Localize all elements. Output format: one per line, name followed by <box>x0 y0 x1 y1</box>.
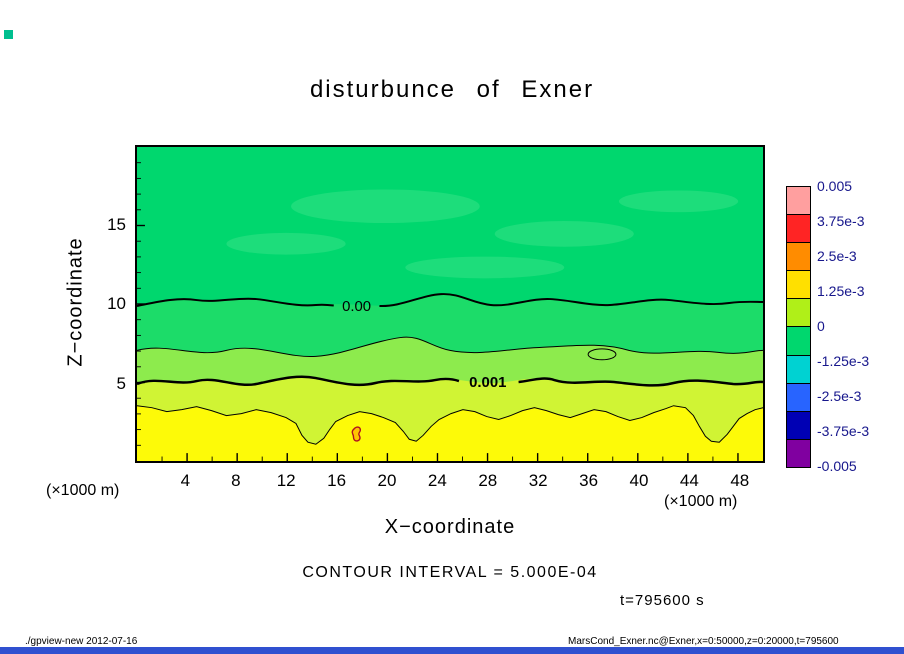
colorbar-segment <box>787 326 810 355</box>
x-tick-label: 48 <box>730 471 750 490</box>
contour-lines <box>137 293 763 445</box>
zero-contour-line-left <box>137 297 334 307</box>
y-tick-label: 5 <box>116 373 126 393</box>
fill-band-above-15e-4 <box>137 405 763 461</box>
x-tick-label: 4 <box>180 471 191 490</box>
corner-marker <box>4 30 13 39</box>
colorbar-segment <box>787 187 810 215</box>
x-tick-label: 28 <box>478 471 498 490</box>
chart-title: disturbunce of Exner <box>309 76 595 103</box>
x-tick-label: 8 <box>231 471 241 490</box>
x-tick-label: 44 <box>679 471 699 490</box>
y-tick-label: 15 <box>107 214 126 234</box>
colorbar-segment <box>787 438 810 467</box>
colorbar-segment <box>787 354 810 383</box>
x-tick-label: 24 <box>427 471 447 490</box>
contour-line-1e-3-left <box>137 375 460 387</box>
contour-interval-text: CONTOUR INTERVAL = 5.000E-04 <box>302 564 598 581</box>
small-closed-contour <box>587 348 617 361</box>
contour-line-1e-3-right <box>518 377 763 387</box>
colorbar-tick-label: -1.25e-3 <box>817 353 870 369</box>
colorbar-tick-label: 0.005 <box>817 178 853 194</box>
colorbar-tick-label: 2.5e-3 <box>817 248 857 264</box>
x-tick-label: 32 <box>528 471 548 490</box>
colorbar-segment <box>787 242 810 271</box>
colorbar-labels: 0.005 3.75e-3 2.5e-3 1.25e-3 0 -1.25e-3 -2.5e-… <box>817 178 902 474</box>
plot-area: 0.00 0.001 <box>135 145 765 463</box>
colorbar-segment <box>787 382 810 411</box>
x-tick-label: 16 <box>327 471 347 490</box>
colorbar <box>786 186 811 468</box>
colorbar-segment <box>787 410 810 439</box>
colorbar-tick-label: -3.75e-3 <box>817 423 870 439</box>
contour-label-1e-3: 0.001 <box>469 375 506 391</box>
axis-tick-marks <box>137 162 739 461</box>
colorbar-segment <box>787 298 810 327</box>
colorbar-segment <box>787 270 810 299</box>
y-axis-unit: (×1000 m) <box>46 482 120 499</box>
colorbar-tick-label: -2.5e-3 <box>817 388 862 404</box>
footer-source-text: MarsCond_Exner.nc@Exner,x=0:50000,z=0:20… <box>568 636 839 647</box>
zero-contour-line-right <box>379 293 763 307</box>
footer-bar <box>0 647 904 654</box>
mid-thin-contour-line <box>137 336 763 357</box>
footer-program-text: ./gpview-new 2012-07-16 <box>25 636 138 647</box>
x-tick-label: 40 <box>629 471 649 490</box>
mini-red-contour <box>351 426 361 442</box>
colorbar-tick-label: -0.005 <box>817 458 857 474</box>
time-text: t=795600 s <box>620 592 705 609</box>
x-tick-label: 20 <box>377 471 397 490</box>
x-axis-unit: (×1000 m) <box>664 493 738 510</box>
x-tick-label: 12 <box>276 471 296 490</box>
y-tick-label: 10 <box>107 294 126 313</box>
contour-plot: 0.00 0.001 <box>137 147 763 461</box>
x-tick-label: 36 <box>579 471 599 490</box>
colorbar-tick-label: 0 <box>817 318 825 334</box>
colorbar-segment <box>787 214 810 243</box>
contour-label-zero: 0.00 <box>342 299 371 315</box>
colorbar-tick-label: 1.25e-3 <box>817 283 865 299</box>
y-axis-label: Z−coordinate <box>64 237 87 367</box>
lower-thin-contour-line <box>137 405 763 445</box>
colorbar-tick-label: 3.75e-3 <box>817 213 865 229</box>
x-axis-label: X−coordinate <box>384 516 516 538</box>
